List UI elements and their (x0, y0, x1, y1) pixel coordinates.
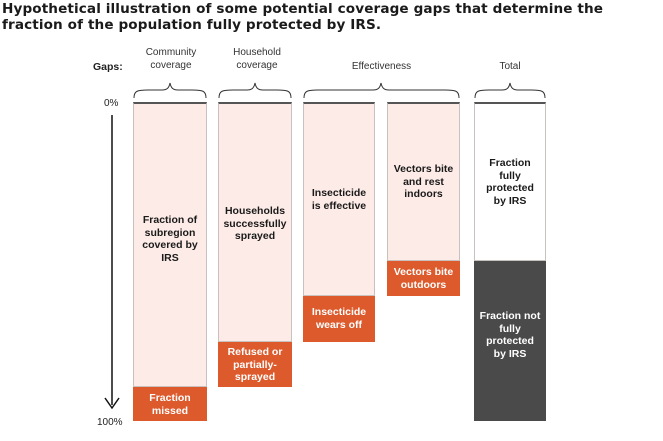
label-households-sprayed: Households successfully sprayed (223, 205, 287, 242)
bar-vectors-indoors: Vectors bite and rest indoors (387, 102, 460, 261)
axis-label-bottom: 100% (97, 417, 123, 428)
label-fraction-fully-protected: Fraction fully protected by IRS (486, 157, 534, 207)
bar-total-not-protected: Fraction not fully protected by IRS (474, 261, 546, 421)
axis-label-top: 0% (104, 98, 119, 109)
bar-household-gap: Refused or partially- sprayed (218, 342, 292, 387)
figure-title: Hypothetical illustration of some potent… (2, 1, 604, 33)
bar-community-gap: Fraction missed (133, 387, 207, 421)
label-refused-partially-sprayed: Refused or partially- sprayed (227, 346, 283, 383)
brace-household (218, 82, 292, 99)
label-vectors-bite-indoors: Vectors bite and rest indoors (393, 163, 454, 200)
brace-community (133, 82, 207, 99)
header-effectiveness: Effectiveness (351, 61, 412, 72)
brace-total (474, 82, 546, 99)
bar-insecticide-effective: Insecticide is effective (303, 102, 375, 296)
header-total: Total (499, 61, 521, 72)
bar-household-sprayed: Households successfully sprayed (218, 102, 292, 342)
axis-arrow-head (104, 397, 120, 410)
label-vectors-bite-outdoors: Vectors bite outdoors (393, 266, 454, 291)
label-community-covered: Fraction of subregion covered by IRS (142, 214, 198, 264)
bar-insecticide-gap: Insecticide wears off (303, 296, 375, 342)
gaps-label: Gaps: (93, 61, 123, 73)
label-insecticide-effective: Insecticide is effective (311, 187, 367, 212)
label-fraction-not-protected: Fraction not fully protected by IRS (479, 310, 541, 360)
header-household-coverage: Household coverage (233, 47, 281, 71)
label-fraction-missed: Fraction missed (149, 392, 191, 417)
header-community-coverage: Community coverage (145, 47, 197, 71)
brace-effectiveness (303, 82, 460, 99)
bar-vectors-gap: Vectors bite outdoors (387, 261, 460, 296)
bar-community-covered: Fraction of subregion covered by IRS (133, 102, 207, 387)
bar-total-protected: Fraction fully protected by IRS (474, 102, 546, 261)
label-insecticide-wears-off: Insecticide wears off (311, 306, 367, 331)
